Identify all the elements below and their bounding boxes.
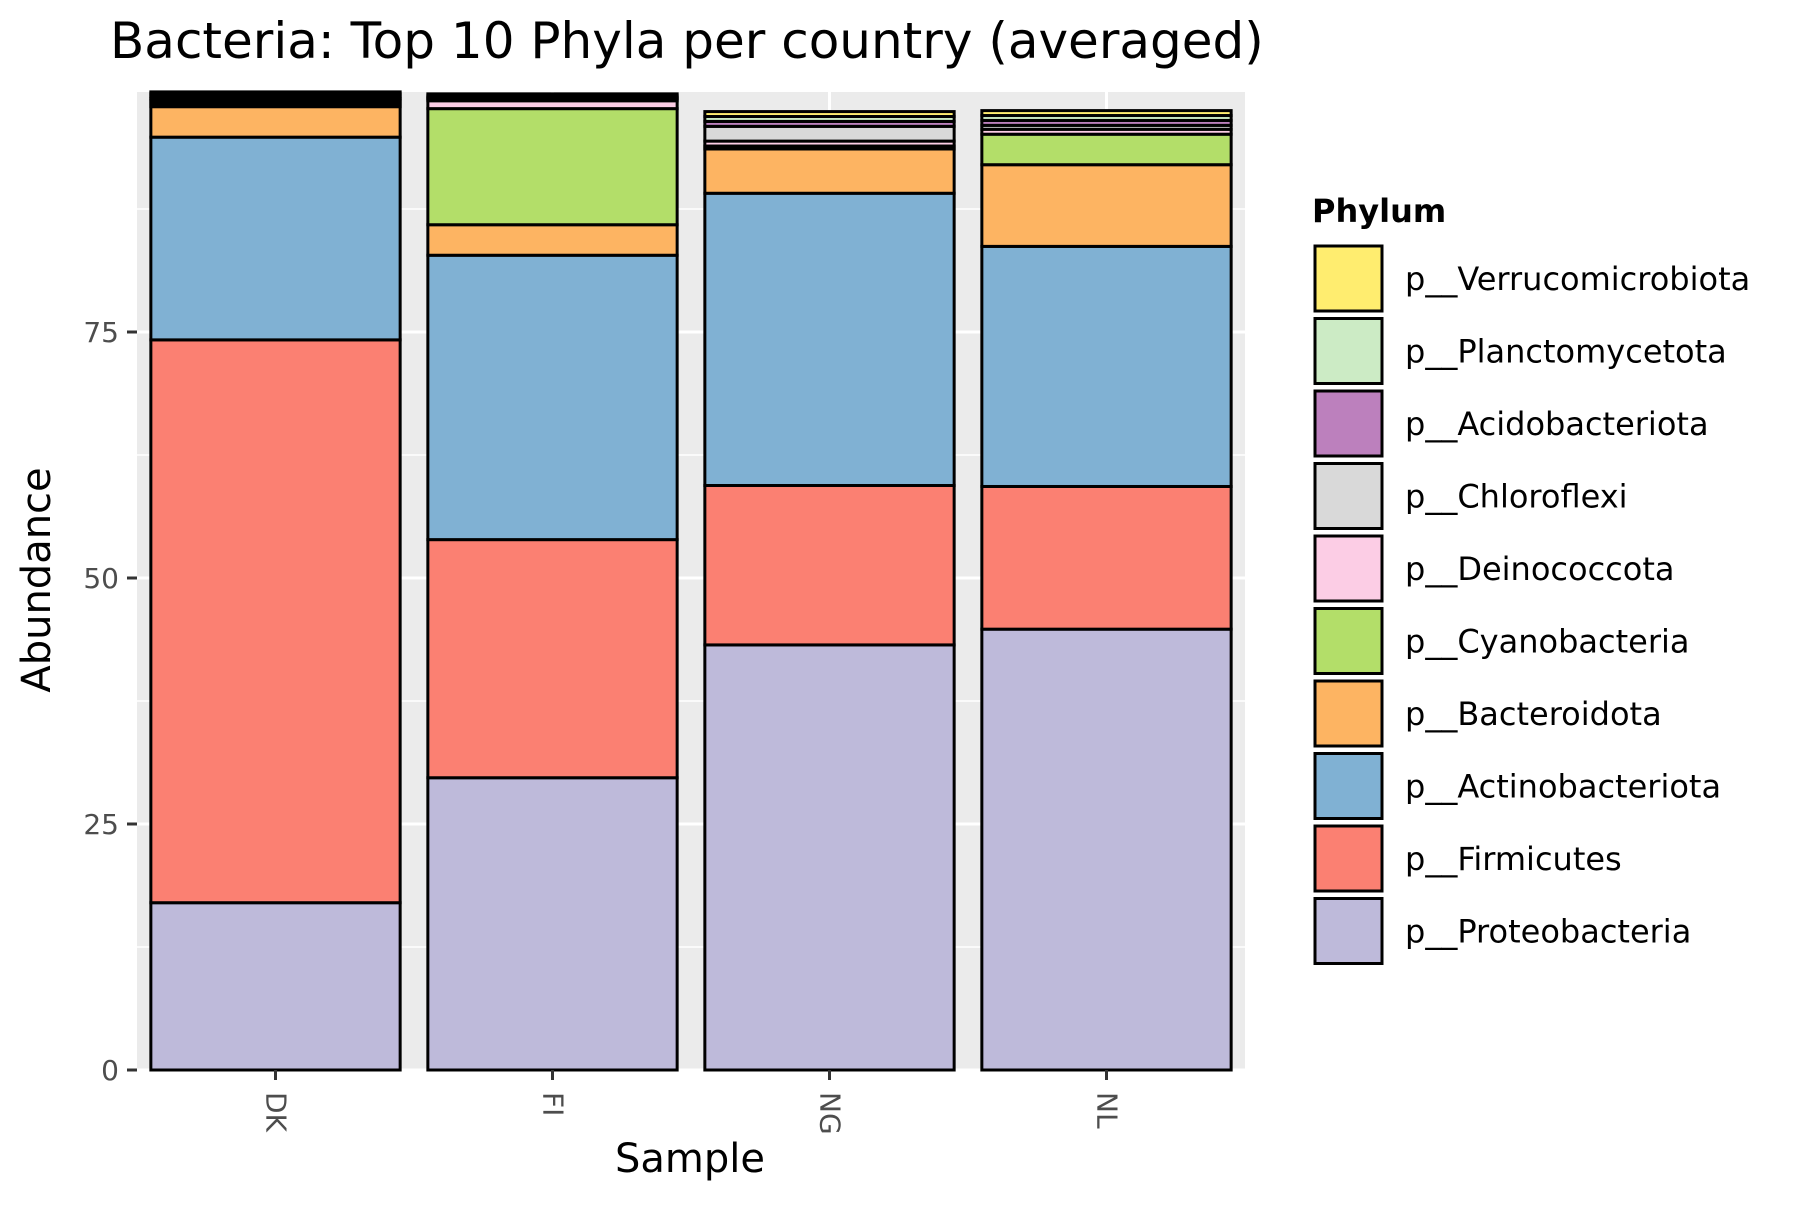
legend: Phylum p__Verrucomicrobiota p__Planctomyc… — [1312, 192, 1750, 965]
legend-swatch — [1313, 679, 1384, 748]
bar-segment — [980, 132, 1233, 167]
bar-segment — [980, 627, 1233, 1072]
y-axis: 0 25 50 75 — [83, 316, 137, 1087]
x-axis: DK FI NG NL — [260, 1070, 1124, 1135]
bar-segment — [703, 147, 956, 195]
bar-segment — [149, 105, 402, 139]
bar-segment — [980, 163, 1233, 248]
legend-label: p__Cyanobacteria — [1405, 623, 1689, 661]
bar-segment — [426, 223, 679, 257]
bar-segment — [980, 244, 1233, 488]
legend-swatch — [1313, 317, 1384, 385]
legend-label: p__Planctomycetota — [1405, 333, 1727, 371]
legend-label: p__Proteobacteria — [1405, 913, 1691, 951]
legend-swatch — [1313, 607, 1384, 675]
bar-segment — [703, 124, 956, 143]
legend-label: p__Deinococcota — [1405, 550, 1674, 588]
bar-segment — [149, 901, 402, 1072]
legend-label: p__Firmicutes — [1405, 840, 1622, 878]
legend-swatch — [1313, 389, 1384, 458]
bar-segment — [426, 107, 679, 227]
legend-swatch — [1313, 752, 1384, 820]
bar-segment — [703, 110, 956, 119]
y-tick-label: 0 — [101, 1054, 119, 1087]
y-tick-label: 75 — [83, 316, 119, 349]
legend-label: p__Bacteroidota — [1405, 695, 1662, 733]
legend-label: p__Chloroflexi — [1405, 478, 1628, 516]
legend-label: p__Verrucomicrobiota — [1405, 260, 1750, 298]
bar-segment — [149, 90, 402, 96]
y-tick-label: 25 — [83, 808, 119, 841]
legend-swatch — [1313, 244, 1384, 313]
legend-swatch — [1313, 462, 1384, 530]
legend-swatch — [1313, 897, 1384, 965]
bar-segment — [980, 484, 1233, 631]
legend-title: Phylum — [1312, 192, 1446, 230]
x-tick-label: NG — [814, 1092, 847, 1135]
bar-segment — [703, 191, 956, 488]
x-tick-label: DK — [260, 1092, 293, 1133]
bars-layer — [149, 90, 1233, 1072]
bar-segment — [426, 776, 679, 1072]
bar-segment — [149, 135, 402, 342]
bar-segment — [980, 109, 1233, 118]
x-axis-title: Sample — [615, 1136, 765, 1182]
y-tick-label: 50 — [83, 562, 119, 595]
bar-segment — [426, 253, 679, 542]
x-tick-label: NL — [1091, 1092, 1124, 1129]
bar-segment — [426, 538, 679, 780]
y-axis-title: Abundance — [14, 467, 60, 692]
x-tick-label: FI — [537, 1092, 570, 1116]
bar-segment — [149, 338, 402, 905]
bar-segment — [426, 92, 679, 98]
bar-segment — [703, 643, 956, 1072]
legend-label: p__Acidobacteriota — [1405, 405, 1709, 443]
chart-title: Bacteria: Top 10 Phyla per country (aver… — [110, 12, 1264, 70]
legend-label: p__Actinobacteriota — [1405, 768, 1721, 806]
legend-swatch — [1313, 824, 1384, 893]
legend-swatch — [1313, 534, 1384, 603]
bar-segment — [703, 484, 956, 647]
